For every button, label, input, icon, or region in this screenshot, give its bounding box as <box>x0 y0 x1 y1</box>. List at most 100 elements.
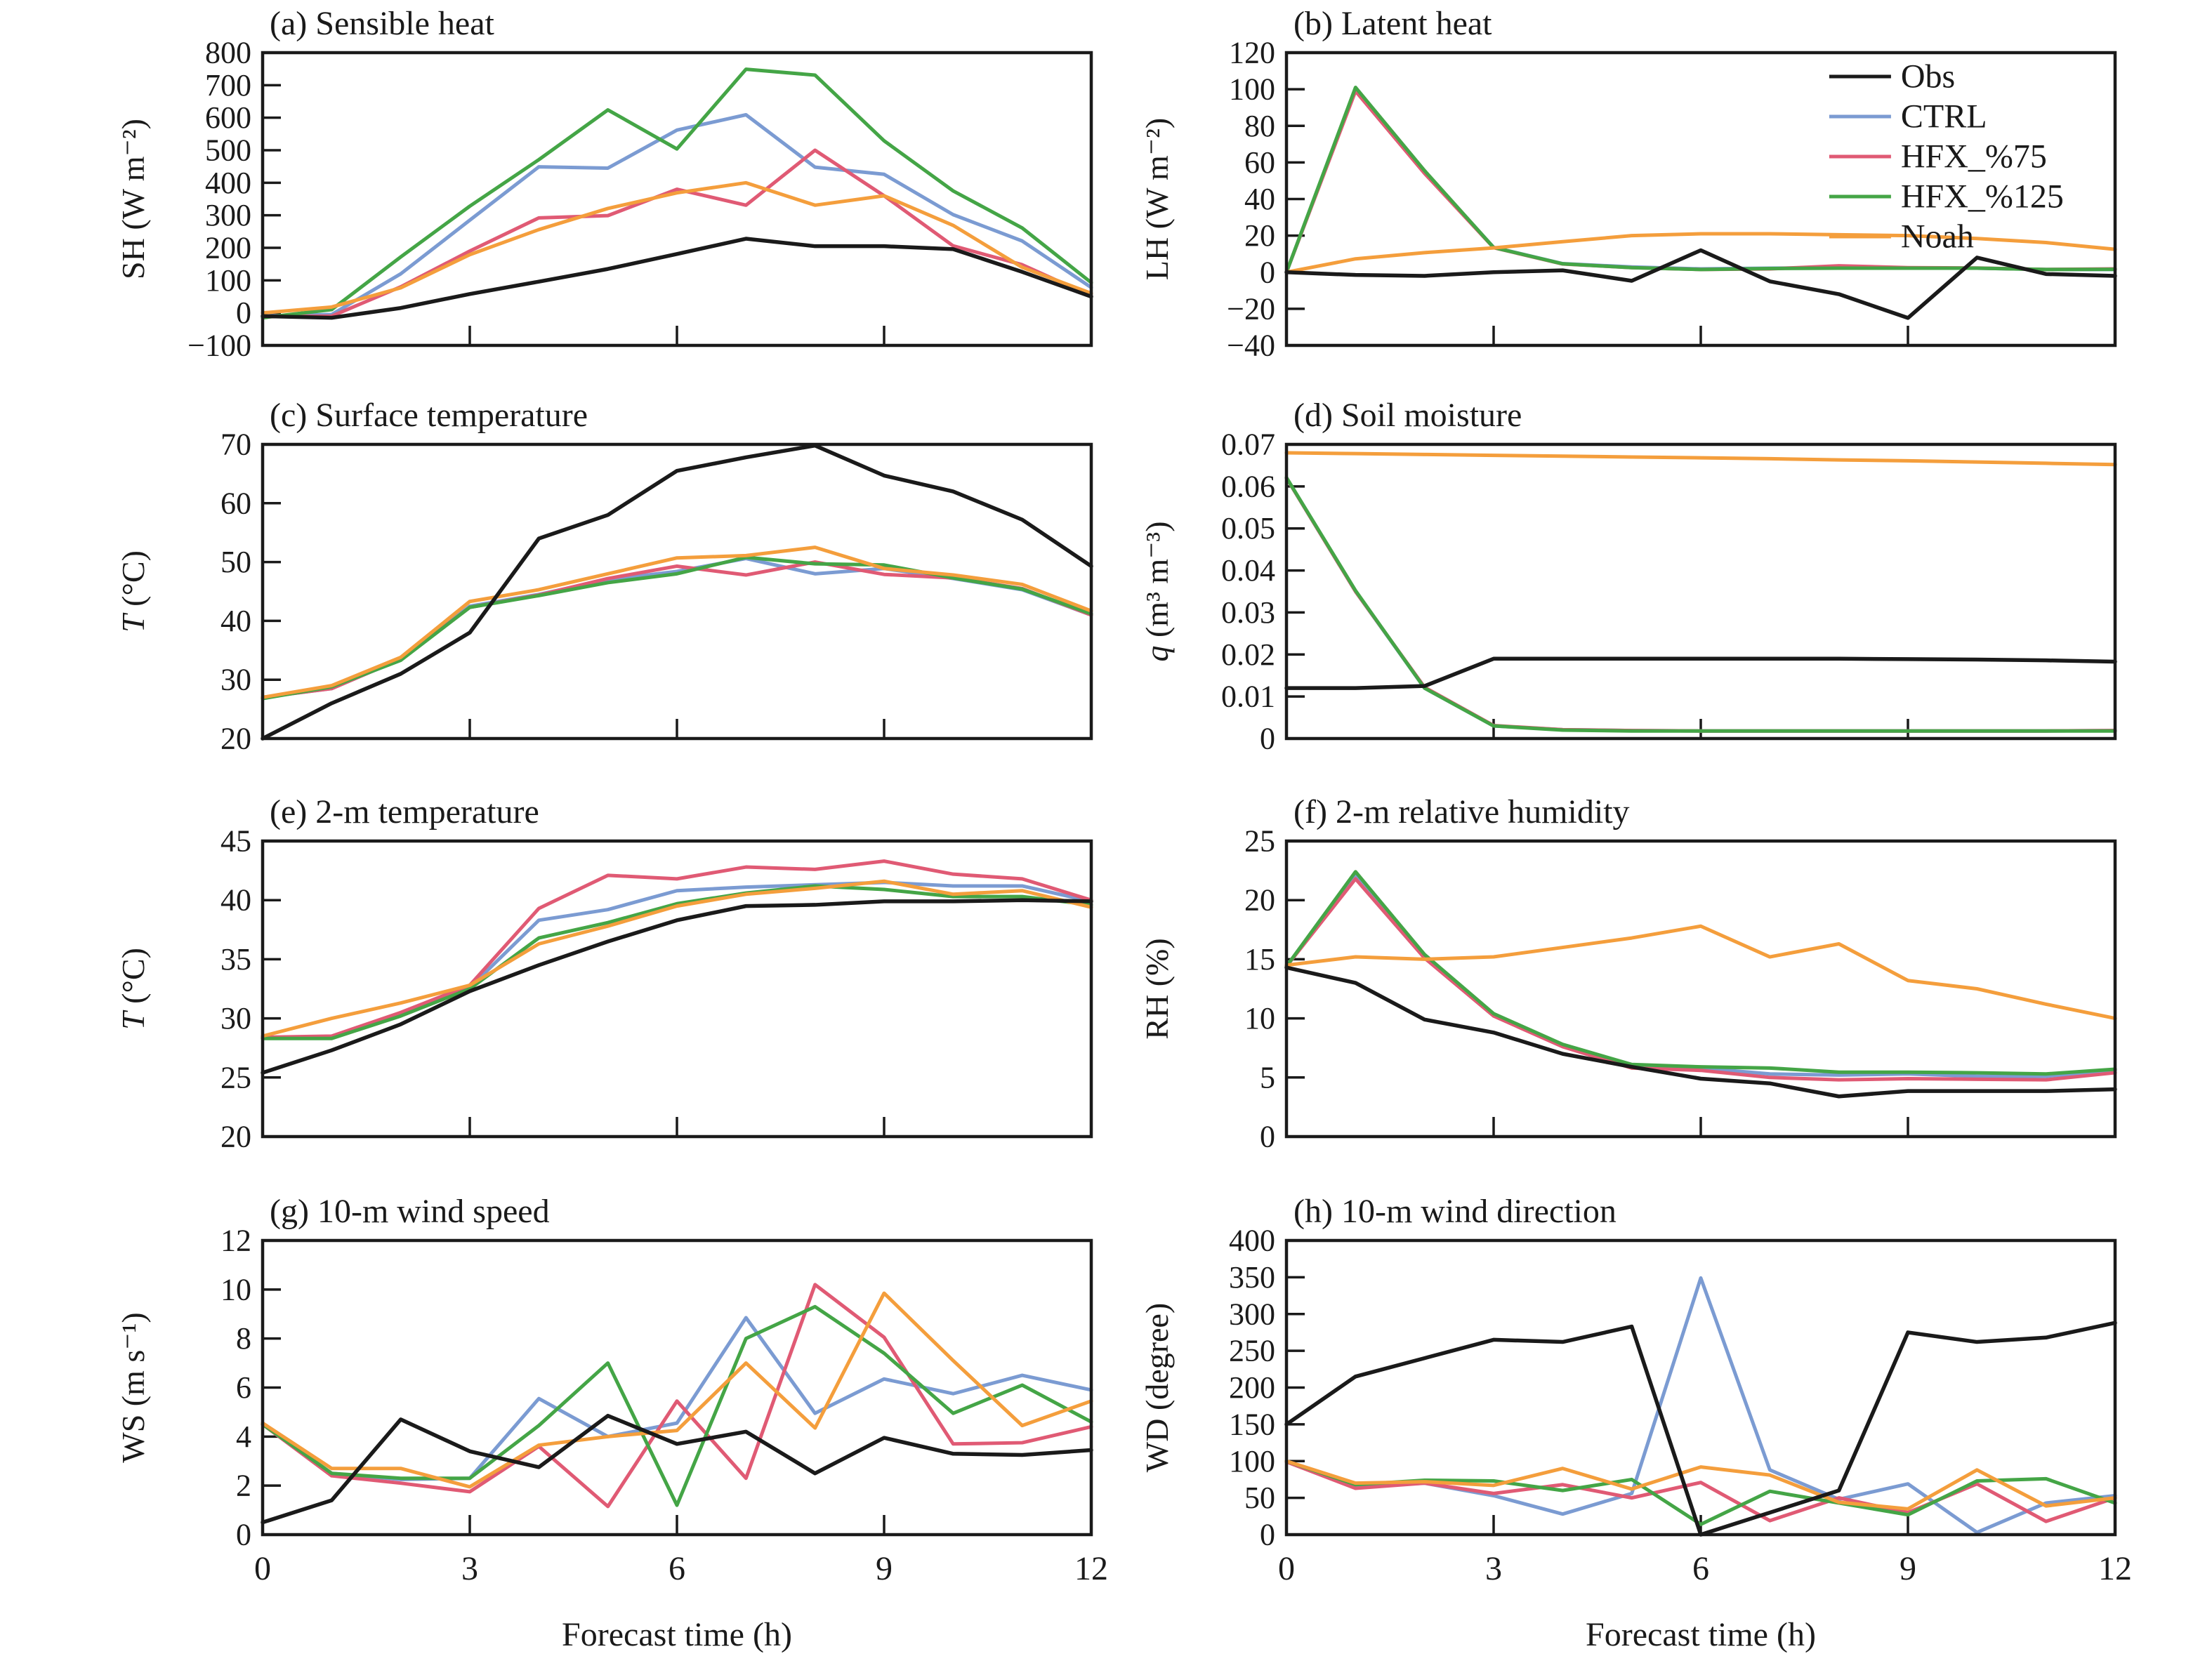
panel-b-y-tick-label: 120 <box>1229 36 1275 70</box>
panel-e-series-HFX_%125 <box>261 884 1093 1040</box>
panel-g-x-tick-label: 3 <box>461 1550 478 1587</box>
panel-c-y-tick-label: 30 <box>220 663 251 697</box>
panel-c-series-HFX_%125 <box>261 555 1093 701</box>
panel-h-x-axis-label: Forecast time (h) <box>1586 1616 1816 1653</box>
panel-h-y-tick-label: 250 <box>1229 1334 1275 1368</box>
panel-c-y-tick-label: 20 <box>220 722 251 756</box>
panel-d-y-tick-label: 0.05 <box>1221 511 1275 545</box>
panel-g-x-tick-label: 6 <box>669 1550 685 1587</box>
panel-f-y-tick-label: 5 <box>1260 1060 1275 1094</box>
panel-g-y-tick-label: 4 <box>236 1420 251 1454</box>
panel-g-y-tick-label: 10 <box>220 1272 251 1306</box>
panel-a-y-tick-label: 600 <box>205 100 251 135</box>
panel-a-series-Obs <box>261 237 1093 320</box>
panel-g-y-tick-label: 2 <box>236 1469 251 1503</box>
panel-g-x-axis-label: Forecast time (h) <box>562 1616 792 1653</box>
panel-b-title: (b) Latent heat <box>1293 5 1492 42</box>
panel-c-ylabel: T (°C) <box>115 550 151 633</box>
panel-d-ylabel: q (m³ m⁻³) <box>1139 521 1175 661</box>
panel-d-series-HFX_%75 <box>1284 476 2117 733</box>
panel-a-series-CTRL <box>261 112 1093 318</box>
panel-h-x-tick-label: 0 <box>1278 1550 1295 1587</box>
panel-d-y-tick-label: 0.06 <box>1221 469 1275 503</box>
panel-h-frame <box>1284 1238 2117 1537</box>
panel-e-y-tick-label: 30 <box>220 1001 251 1035</box>
panel-h-y-tick-label: 0 <box>1260 1518 1275 1552</box>
panel-e-series-Obs <box>261 898 1093 1075</box>
panel-d: (d) Soil moisture q (m³ m⁻³) 0 0.01 0.02 0.03… <box>1139 397 2117 756</box>
panel-a-y-tick-label: 100 <box>205 263 251 298</box>
panel-g-frame <box>261 1238 1093 1537</box>
panel-h-y-tick-label: 200 <box>1229 1370 1275 1405</box>
panel-g-x-tick-label: 9 <box>876 1550 893 1587</box>
panel-b-series-Obs <box>1284 248 2117 320</box>
panel-h-series-Obs <box>1284 1321 2117 1537</box>
panel-a-y-tick-label: 200 <box>205 231 251 265</box>
panel-a-series-Noah <box>261 180 1093 315</box>
panel-b-ylabel: LH (W m⁻²) <box>1139 118 1175 280</box>
panel-a-y-tick-label: 300 <box>205 198 251 232</box>
panel-d-title: (d) Soil moisture <box>1293 397 1522 434</box>
panel-g-y-tick-label: 0 <box>236 1518 251 1552</box>
panel-h-x-tick-label: 6 <box>1692 1550 1709 1587</box>
panel-d-series-Obs <box>1284 656 2117 690</box>
panel-h-y-tick-label: 400 <box>1229 1224 1275 1258</box>
panel-d-y-tick-label: 0.04 <box>1221 553 1275 588</box>
panel-f-ylabel: RH (%) <box>1139 938 1175 1039</box>
panel-b-y-tick-label: 60 <box>1244 145 1275 180</box>
panel-d-series-CTRL <box>1284 476 2117 733</box>
panel-f-y-tick-label: 25 <box>1244 824 1275 859</box>
panel-b: (b) Latent heat LH (W m⁻²) −40−20020406080… <box>1139 5 2117 363</box>
panel-c-y-tick-label: 60 <box>220 486 251 520</box>
panel-d-y-tick-label: 0.03 <box>1221 595 1275 630</box>
panel-b-y-tick-label: −20 <box>1227 291 1275 326</box>
panel-d-y-tick-label: 0.02 <box>1221 637 1275 672</box>
legend-label-HFX_%75: HFX_%75 <box>1901 138 2047 176</box>
panel-g-series-Obs <box>261 1413 1093 1525</box>
panel-e-series-HFX_%75 <box>261 859 1093 1040</box>
panel-h-y-tick-label: 100 <box>1229 1444 1275 1478</box>
panel-c-series-Obs <box>261 443 1093 741</box>
panel-d-series-HFX_%125 <box>1284 475 2117 733</box>
panel-e: (e) 2-m temperature T (°C) 20 25 30 35 40 45 <box>115 793 1093 1154</box>
panel-b-y-tick-label: 40 <box>1244 182 1275 216</box>
panel-e-y-tick-label: 20 <box>220 1120 251 1154</box>
panel-b-y-tick-label: 100 <box>1229 72 1275 107</box>
panel-g-ylabel: WS (m s⁻¹) <box>115 1312 151 1462</box>
panel-a: (a) Sensible heat SH (W m⁻²) −100010020030… <box>115 5 1093 363</box>
panel-b-series-HFX_%125 <box>1284 86 2117 274</box>
panel-f-y-tick-label: 15 <box>1244 942 1275 977</box>
panel-e-title: (e) 2-m temperature <box>270 793 539 830</box>
panel-d-series-Noah <box>1284 451 2117 467</box>
panel-a-series-HFX_%125 <box>261 67 1093 320</box>
panel-b-series-Noah <box>1284 232 2117 274</box>
panel-b-y-tick-label: 0 <box>1260 255 1275 289</box>
panel-c: (c) Surface temperature T (°C) 20 30 40 50 60 7… <box>115 397 1093 756</box>
panel-c-y-tick-label: 70 <box>220 428 251 462</box>
panel-d-y-tick-label: 0 <box>1260 722 1275 756</box>
panel-h-x-tick-label: 12 <box>2098 1550 2132 1587</box>
panel-c-frame <box>261 442 1093 741</box>
panel-e-y-tick-label: 45 <box>220 824 251 859</box>
panel-e-frame <box>261 839 1093 1139</box>
panel-a-y-tick-label: 0 <box>236 296 251 330</box>
panel-f-y-tick-label: 10 <box>1244 1001 1275 1035</box>
panel-a-y-tick-label: −100 <box>187 329 251 363</box>
panel-c-series-Noah <box>261 545 1093 699</box>
panel-a-y-tick-label: 700 <box>205 68 251 102</box>
panel-b-y-tick-label: −40 <box>1227 329 1275 363</box>
panel-a-y-tick-label: 400 <box>205 166 251 200</box>
panel-a-y-tick-label: 500 <box>205 133 251 168</box>
panel-a-frame <box>261 51 1093 348</box>
panel-e-y-tick-label: 40 <box>220 883 251 918</box>
panel-g-x-tick-label: 0 <box>254 1550 271 1587</box>
panel-d-frame <box>1284 442 2117 741</box>
panel-h-series-Noah <box>1284 1459 2117 1511</box>
panel-f-series-Obs <box>1284 965 2117 1099</box>
panel-f-frame <box>1284 839 2117 1139</box>
panel-h-y-tick-label: 50 <box>1244 1481 1275 1515</box>
panel-d-y-tick-label: 0.01 <box>1221 680 1275 714</box>
